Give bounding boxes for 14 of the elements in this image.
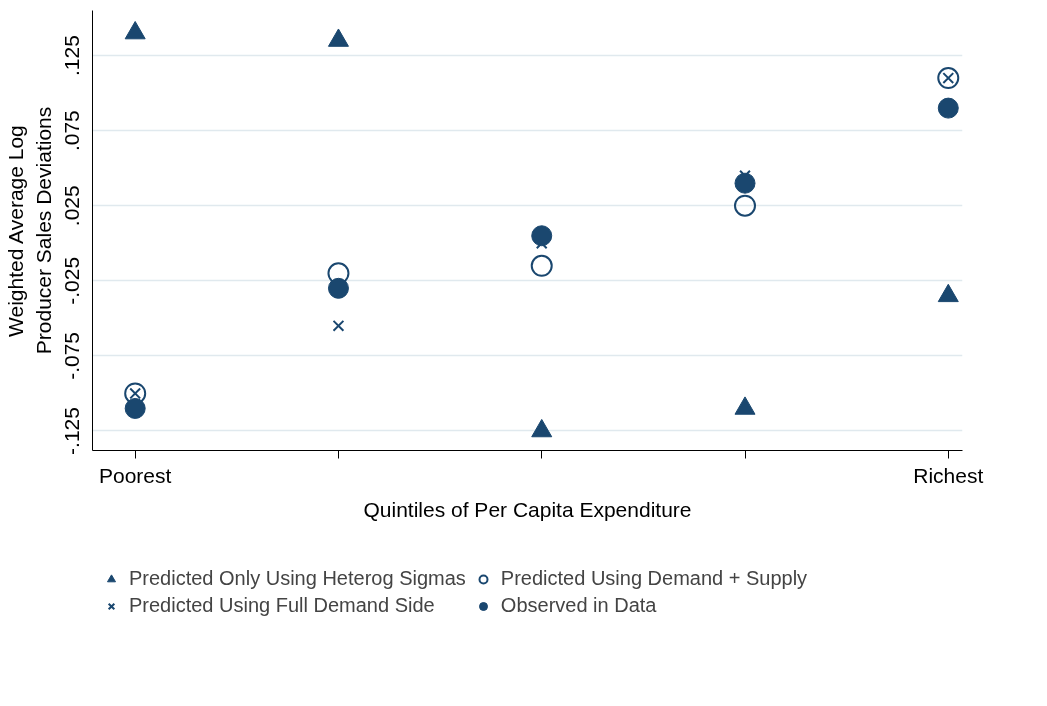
x-tick-label: Poorest xyxy=(99,463,172,487)
y-tick-label: .075 xyxy=(60,110,84,152)
legend-label: Observed in Data xyxy=(500,594,657,617)
x-tick-label: Richest xyxy=(913,463,984,487)
y-tick-label: .025 xyxy=(60,185,84,227)
legend-label: Predicted Only Using Heterog Sigmas xyxy=(129,567,466,590)
y-tick-label: -.125 xyxy=(60,407,84,455)
y-tick-label: .125 xyxy=(60,35,84,76)
y-tick-label: -.075 xyxy=(60,331,84,380)
legend-label: Predicted Using Demand + Supply xyxy=(500,567,808,590)
y-axis-title: Weighted Average Log Producer Sales Deviations xyxy=(3,106,55,355)
x-axis-title: Quintiles of Per Capita Expenditure xyxy=(363,497,692,521)
legend-label: Predicted Using Full Demand Side xyxy=(129,594,435,617)
y-tick-label: -.025 xyxy=(60,256,84,305)
